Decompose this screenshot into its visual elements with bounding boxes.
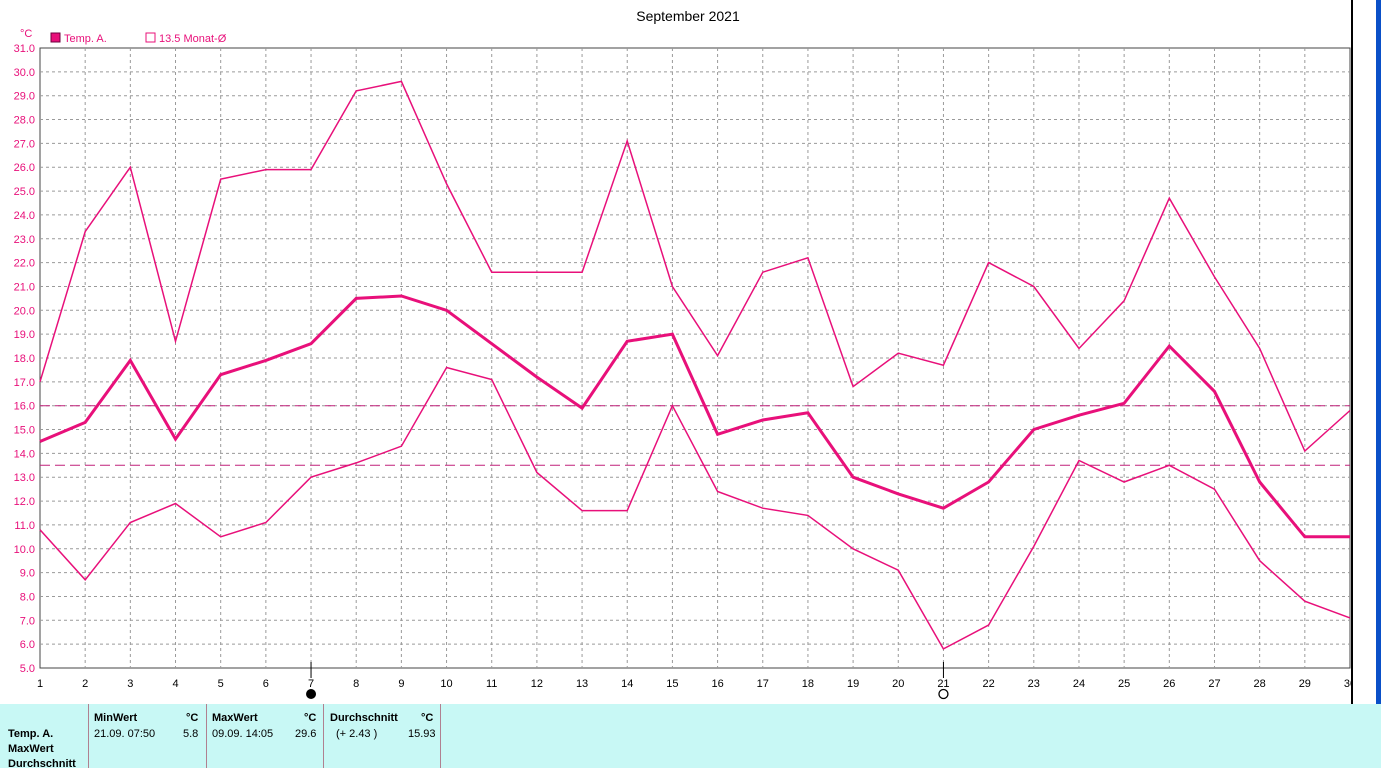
x-tick-label: 20: [892, 678, 904, 690]
x-tick-label: 12: [531, 678, 543, 690]
new-moon-icon: [306, 689, 317, 699]
legend-label-temp: Temp. A.: [64, 33, 107, 45]
x-tick-label: 30: [1344, 678, 1351, 690]
y-tick-label: 6.0: [20, 639, 35, 651]
y-tick-label: 24.0: [14, 210, 35, 222]
stats-col-end: [440, 704, 442, 768]
x-tick-label: 26: [1163, 678, 1175, 690]
min-date: 21.09. 07:50: [94, 728, 156, 740]
y-tick-label: 7.0: [20, 615, 35, 627]
stats-panel: Temp. A. MaxWert Durchschnitt MinWert °C…: [0, 704, 1381, 770]
max-unit: °C: [304, 712, 317, 724]
y-tick-label: 13.0: [14, 472, 35, 484]
x-tick-label: 17: [757, 678, 769, 690]
row-label-temp: Temp. A.: [8, 728, 54, 740]
stats-col-max: MaxWert °C 09.09. 14:05 29.6: [206, 704, 323, 768]
legend-swatch-temp: [50, 32, 61, 43]
x-tick-label: 18: [802, 678, 814, 690]
y-tick-label: 31.0: [14, 43, 35, 55]
avg-delta: (+ 2.43 ): [336, 728, 378, 740]
x-tick-label: 8: [353, 678, 359, 690]
x-tick-label: 23: [1028, 678, 1040, 690]
row-label-max: MaxWert: [8, 743, 54, 755]
legend: Temp. A. 13.5 Monat-Ø: [50, 32, 227, 45]
y-tick-label: 8.0: [20, 591, 35, 603]
row-label-avg: Durchschnitt: [8, 758, 76, 770]
x-tick-label: 21: [937, 678, 949, 690]
full-moon-icon: [938, 688, 949, 700]
y-tick-label: 14.0: [14, 448, 35, 460]
x-tick-label: 28: [1254, 678, 1266, 690]
avg-unit: °C: [421, 712, 434, 724]
series-line-min: [39, 366, 1351, 650]
series-line-avg: [39, 294, 1350, 539]
y-tick-label: 28.0: [14, 115, 35, 127]
y-tick-label: 27.0: [14, 138, 35, 150]
y-tick-label: 19.0: [14, 329, 35, 341]
y-tick-label: 26.0: [14, 162, 35, 174]
x-tick-label: 7: [308, 678, 314, 690]
x-tick-label: 22: [982, 678, 994, 690]
y-tick-label: 12.0: [14, 496, 35, 508]
y-tick-label: 29.0: [14, 91, 35, 103]
legend-label-monthly-avg: 13.5 Monat-Ø: [159, 33, 227, 45]
x-tick-label: 6: [263, 678, 269, 690]
x-tick-label: 24: [1073, 678, 1085, 690]
x-tick-label: 3: [127, 678, 133, 690]
stats-col-avg: Durchschnitt °C (+ 2.43 ) 15.93: [323, 704, 441, 768]
x-tick-label: 4: [172, 678, 178, 690]
x-tick-label: 13: [576, 678, 588, 690]
y-tick-label: 17.0: [14, 377, 35, 389]
y-tick-label: 25.0: [14, 186, 35, 198]
y-tick-label: 21.0: [14, 281, 35, 293]
x-tick-label: 27: [1208, 678, 1220, 690]
legend-swatch-monthly-avg: [145, 32, 156, 43]
y-tick-label: 5.0: [20, 663, 35, 675]
avg-value: 15.93: [408, 728, 436, 740]
y-tick-label: 11.0: [14, 520, 35, 532]
y-tick-label: 15.0: [14, 425, 35, 437]
y-tick-label: 10.0: [14, 544, 35, 556]
y-tick-label: 23.0: [14, 234, 35, 246]
x-tick-label: 16: [711, 678, 723, 690]
min-unit: °C: [186, 712, 199, 724]
max-header: MaxWert: [212, 712, 258, 724]
y-axis-unit: °C: [20, 28, 32, 40]
avg-header: Durchschnitt: [330, 712, 398, 724]
temperature-chart: September 2021 °C Temp. A. 13.5 Monat-Ø …: [14, 8, 1351, 700]
x-tick-label: 25: [1118, 678, 1130, 690]
series-line-max: [39, 80, 1351, 453]
y-tick-label: 22.0: [14, 258, 35, 270]
x-tick-label: 14: [621, 678, 633, 690]
x-tick-label: 11: [486, 678, 497, 690]
x-tick-label: 9: [398, 678, 404, 690]
x-tick-label: 2: [82, 678, 88, 690]
y-tick-label: 16.0: [14, 401, 35, 413]
x-tick-label: 5: [218, 678, 224, 690]
max-date: 09.09. 14:05: [212, 728, 274, 740]
x-tick-label: 10: [440, 678, 452, 690]
y-tick-label: 30.0: [14, 67, 35, 79]
x-tick-label: 29: [1299, 678, 1311, 690]
y-tick-label: 18.0: [14, 353, 35, 365]
min-value: 5.8: [183, 728, 199, 740]
y-tick-label: 9.0: [20, 568, 35, 580]
max-value: 29.6: [295, 728, 317, 740]
window-edge: [1351, 0, 1381, 704]
plot-area: 5.0 6.0 7.0 8.0 9.0 10.0 11.0 12.0 13.0 14.0 15.0 1…: [14, 43, 1351, 700]
x-tick-label: 15: [666, 678, 678, 690]
chart-title: September 2021: [636, 8, 740, 24]
stats-col-min: MinWert °C 21.09. 07:50 5.8: [88, 704, 206, 768]
x-tick-label: 19: [847, 678, 859, 690]
y-tick-label: 20.0: [14, 305, 35, 317]
x-tick-label: 1: [37, 678, 43, 690]
min-header: MinWert: [94, 712, 138, 724]
